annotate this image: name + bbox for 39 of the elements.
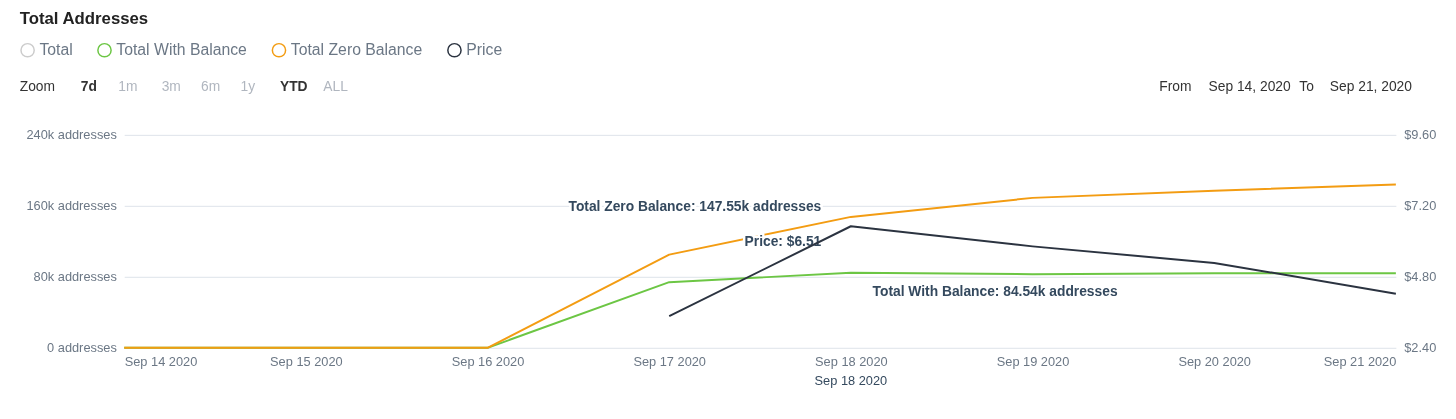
text: 7d	[80, 78, 97, 94]
text: Zoom	[19, 78, 55, 94]
text: ALL	[323, 78, 349, 94]
line-series	[668, 225, 1397, 318]
text: 6m	[201, 78, 221, 94]
text: To	[1299, 78, 1315, 94]
text: Sep 14, 2020	[1208, 78, 1291, 94]
x-tick-label: Sep 16 2020	[451, 354, 525, 370]
legend-label: Total Zero Balance	[290, 41, 423, 59]
x-tick-label: Sep 15 2020	[270, 354, 343, 370]
text: Sep 18 2020	[814, 373, 888, 389]
x-tick-label: Sep 19 2020	[996, 354, 1070, 370]
legend-label: Price	[466, 41, 503, 59]
text: From	[1159, 78, 1192, 94]
x-tick-label: Sep 20 2020	[1178, 354, 1251, 370]
annotation: Total With Balance: 84.54k addresses	[872, 284, 1118, 300]
y-tick-label: 0 addresses	[47, 340, 117, 356]
annotation: Price: $6.51	[744, 234, 822, 250]
x-tick-label: Sep 21 2020	[1323, 354, 1397, 370]
y2-tick-label: $4.80	[1404, 269, 1437, 285]
y-tick-label: 80k addresses	[33, 269, 117, 285]
text: Sep 21, 2020	[1329, 78, 1413, 94]
text: 1m	[118, 78, 138, 94]
y-tick-label: 240k addresses	[26, 127, 117, 143]
annotation: Total Zero Balance: 147.55k addresses	[568, 198, 822, 214]
legend-label: Total	[39, 41, 73, 59]
text: 1y	[240, 78, 256, 94]
legend-label: Total With Balance	[116, 41, 248, 59]
text: 3m	[161, 78, 181, 94]
x-tick-label: Sep 17 2020	[633, 354, 706, 370]
x-tick-label: Sep 14 2020	[124, 354, 198, 370]
chart-title: Total Addresses	[19, 9, 149, 29]
y2-tick-label: $2.40	[1404, 340, 1437, 356]
y2-tick-label: $7.20	[1404, 198, 1437, 214]
y2-tick-label: $9.60	[1404, 127, 1437, 143]
line-series	[123, 183, 1397, 349]
text: YTD	[279, 78, 308, 94]
y-tick-label: 160k addresses	[26, 198, 117, 214]
x-tick-label: Sep 18 2020	[815, 354, 888, 370]
